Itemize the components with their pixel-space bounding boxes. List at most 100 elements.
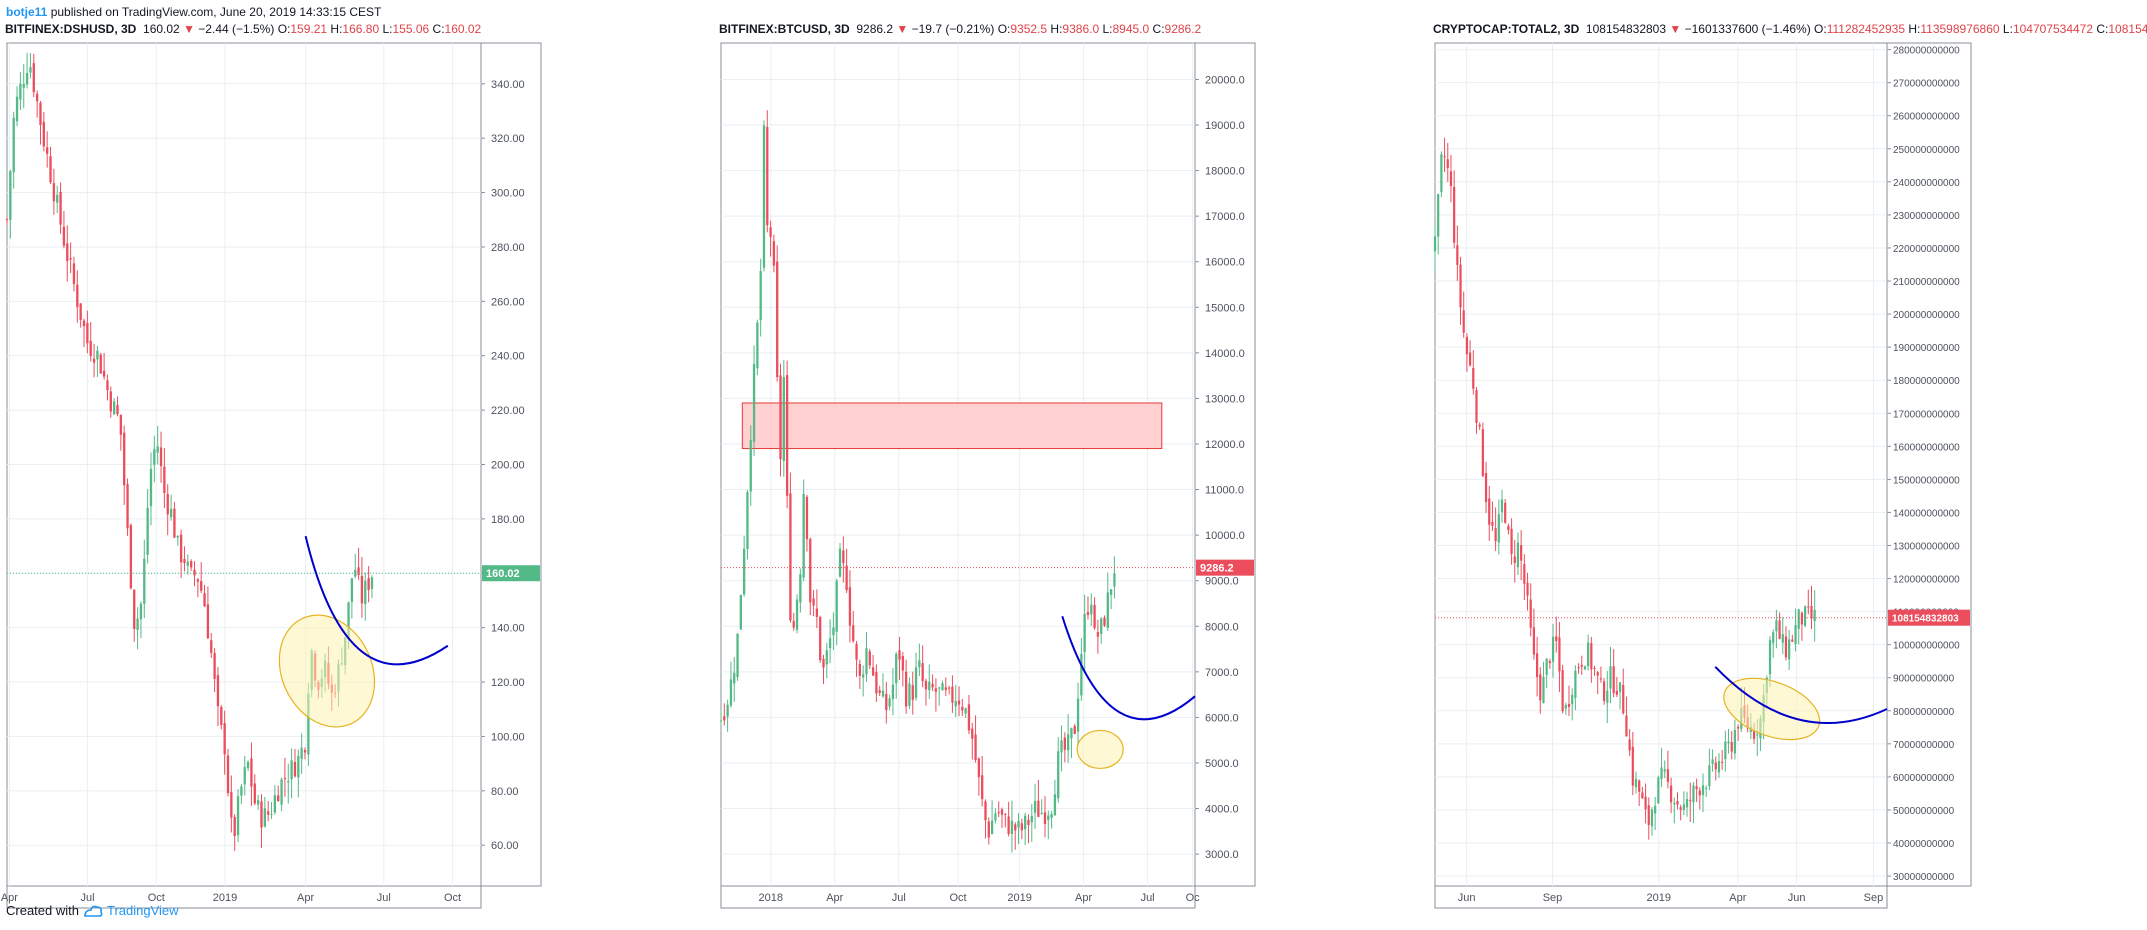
candle-body xyxy=(981,775,984,800)
low-label: L: xyxy=(1102,22,1113,36)
y-tick-label: 17000.0 xyxy=(1205,211,1245,223)
candle-body xyxy=(183,558,186,564)
candle-body xyxy=(273,795,277,813)
candle-body xyxy=(283,778,287,780)
y-tick-label: 30000000000 xyxy=(1893,872,1955,883)
candle-body xyxy=(139,603,143,620)
candle-body xyxy=(832,627,835,636)
candle-body xyxy=(947,687,951,689)
y-tick-label: 190000000000 xyxy=(1893,343,1960,354)
price-axis xyxy=(1194,42,1256,887)
candle-body xyxy=(1784,636,1788,658)
candle-body xyxy=(835,580,838,632)
candle-body xyxy=(1631,746,1634,786)
candlestick-chart[interactable]: 340.00 320.00 300.00 280.00 260.00 240.00 220.… xyxy=(1,0,719,909)
chart-panel-dshusd: BITFINEX:DSHUSD, 3D 160.02 ▼ −2.44 (−1.5… xyxy=(1,0,719,909)
x-tick-label: Apr xyxy=(826,892,843,904)
candle-body xyxy=(1813,609,1816,622)
candle-body xyxy=(1602,681,1606,702)
candle-body xyxy=(1705,787,1708,789)
last-price-tag xyxy=(482,565,540,582)
x-tick-label: Jun xyxy=(1788,892,1806,904)
candle-body xyxy=(1660,767,1663,779)
candle-body xyxy=(1507,525,1510,531)
candle-body xyxy=(1453,187,1456,243)
y-tick-label: 120000000000 xyxy=(1893,575,1960,586)
candle-body xyxy=(1692,785,1695,803)
high-value: 113598976860 xyxy=(1920,22,2000,36)
y-tick-label: 180000000000 xyxy=(1893,376,1960,387)
candle-body xyxy=(921,663,924,682)
candle-body xyxy=(236,796,240,836)
candle-body xyxy=(1004,813,1007,815)
candle-body xyxy=(759,270,762,321)
candle-body xyxy=(1606,690,1609,703)
candle-body xyxy=(96,350,99,360)
y-tick-label: 100.00 xyxy=(491,731,525,743)
candle-body xyxy=(1679,807,1682,810)
high-label: H: xyxy=(1050,22,1063,36)
candle-body xyxy=(35,93,39,102)
candle-body xyxy=(22,83,25,88)
open-label: O: xyxy=(1814,22,1827,36)
candle-body xyxy=(1564,704,1567,709)
candle-body xyxy=(842,550,845,564)
candle-body xyxy=(1030,815,1033,823)
price-axis xyxy=(1886,42,1972,887)
candle-body xyxy=(109,391,112,412)
x-tick-label: 2019 xyxy=(1646,892,1670,904)
candle-body xyxy=(19,83,22,100)
candle-body xyxy=(1768,639,1772,675)
candle-body xyxy=(1752,729,1756,740)
candle-body xyxy=(785,375,789,496)
author-link[interactable]: botje11 xyxy=(6,5,48,19)
created-with-text: Created with xyxy=(6,903,79,918)
candle-body xyxy=(370,577,374,589)
candle-body xyxy=(82,320,86,327)
candle-body xyxy=(1772,632,1775,644)
x-tick-label: Apr xyxy=(1075,892,1092,904)
candle-body xyxy=(357,567,360,576)
candle-body xyxy=(72,263,76,284)
candle-body xyxy=(260,801,263,828)
x-tick-label: Jul xyxy=(1141,892,1155,904)
last-price-tag xyxy=(1888,609,1970,626)
tradingview-link[interactable]: TradingView xyxy=(106,903,179,918)
candlestick-chart[interactable]: 280000000000 270000000000 260000000000 2500… xyxy=(1433,0,2147,909)
price-change: −19.7 (−0.21%) xyxy=(911,22,995,36)
candle-body xyxy=(220,706,223,725)
candle-body xyxy=(746,491,749,549)
candle-body xyxy=(934,688,938,692)
plot-area xyxy=(1434,42,1888,887)
x-tick-label: Jun xyxy=(1458,892,1476,904)
candle-body xyxy=(984,801,987,821)
close-value: 160.02 xyxy=(444,22,482,36)
x-tick-label: Jul xyxy=(892,892,906,904)
candle-body xyxy=(1663,769,1666,772)
candle-body xyxy=(812,598,815,606)
candle-body xyxy=(163,466,166,493)
y-tick-label: 260.00 xyxy=(491,296,525,308)
candle-body xyxy=(166,494,169,515)
candlestick-chart[interactable]: 20000.0 19000.0 18000.0 17000.0 16000.0 15000… xyxy=(719,0,1433,909)
candle-body xyxy=(1465,336,1469,355)
candle-body xyxy=(776,261,779,378)
y-tick-label: 270000000000 xyxy=(1893,79,1960,90)
candle-body xyxy=(997,812,1000,814)
candle-body xyxy=(52,183,56,202)
candle-body xyxy=(1657,777,1660,804)
candle-body xyxy=(1794,625,1797,644)
candle-body xyxy=(1475,390,1478,423)
candle-body xyxy=(1017,821,1020,828)
candle-body xyxy=(1634,778,1638,788)
candle-body xyxy=(146,507,149,555)
candle-body xyxy=(944,687,947,690)
candle-body xyxy=(1539,674,1542,701)
down-arrow-icon: ▼ xyxy=(183,22,195,36)
candle-body xyxy=(990,820,994,835)
candle-body xyxy=(1590,643,1593,670)
candle-body xyxy=(1682,804,1685,810)
y-tick-label: 13000.0 xyxy=(1205,393,1245,405)
candle-body xyxy=(1622,685,1625,714)
candle-body xyxy=(1478,424,1481,427)
